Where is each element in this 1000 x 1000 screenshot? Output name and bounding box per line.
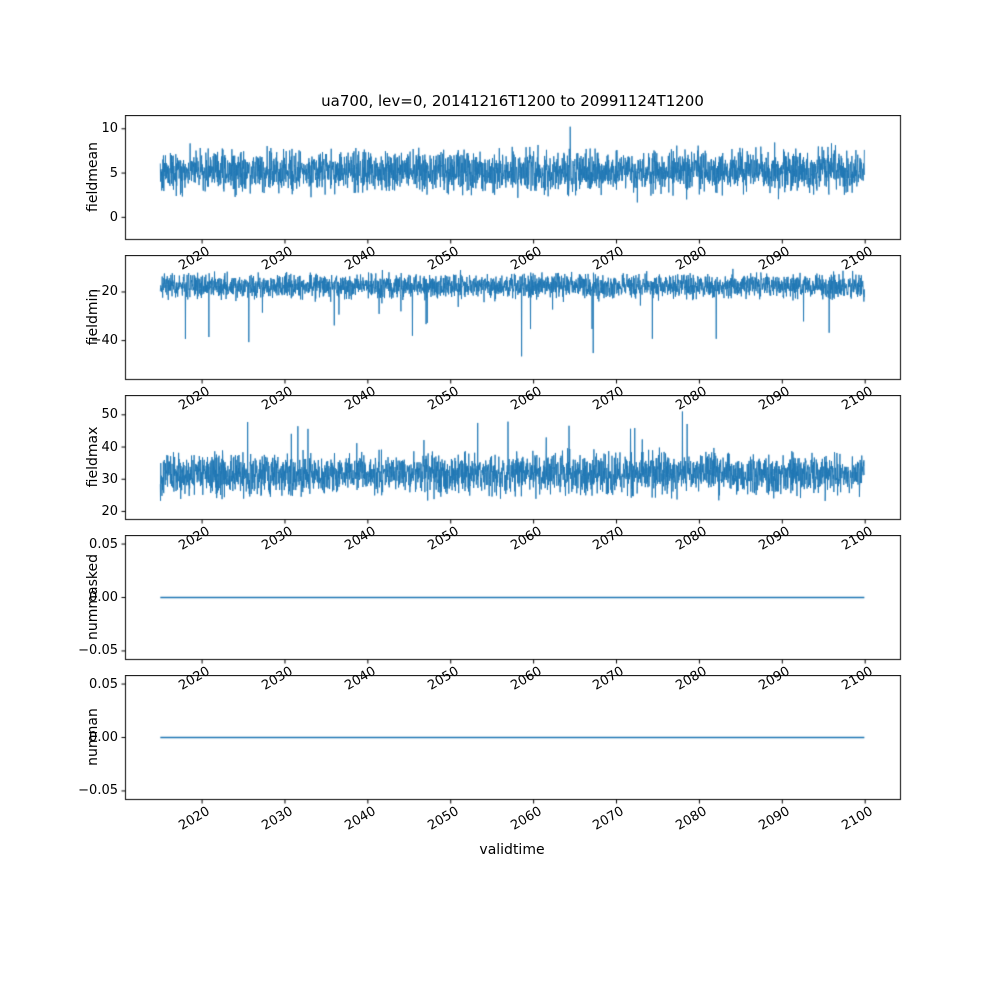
subplot-canvas-numnan (119, 675, 909, 808)
ytick-label: 20 (101, 503, 118, 519)
ytick-label: −20 (90, 284, 118, 300)
ytick-label: 10 (101, 121, 118, 137)
ytick-label: 0.05 (89, 676, 118, 692)
xtick-label: 2060 (507, 804, 545, 834)
ytick-label: 0.05 (89, 536, 118, 552)
ytick-label: 0 (109, 209, 118, 225)
y-axis-label-fieldmax: fieldmax (85, 426, 101, 488)
xtick-label: 2100 (839, 804, 876, 834)
x-axis-label: validtime (479, 842, 545, 858)
xtick-label: 2090 (756, 804, 793, 834)
ytick-label: −0.05 (78, 783, 118, 799)
xtick-label: 2030 (259, 804, 296, 834)
ytick-label: 0.00 (89, 730, 118, 745)
ytick-label: −0.05 (78, 643, 118, 659)
y-axis-label-fieldmean: fieldmean (85, 142, 101, 212)
figure-title: ua700, lev=0, 20141216T1200 to 20991124T… (321, 92, 704, 110)
xtick-label: 2080 (673, 804, 710, 834)
ytick-label: 0.00 (89, 590, 118, 605)
xtick-label: 2020 (176, 804, 213, 834)
xtick-label: 2050 (425, 804, 462, 834)
ytick-label: 30 (101, 471, 118, 487)
ytick-label: 5 (109, 165, 118, 181)
ytick-label: −40 (90, 333, 118, 349)
subplot-canvas-fieldmax (119, 395, 909, 528)
xtick-label: 2040 (342, 804, 379, 834)
ytick-label: 50 (101, 407, 118, 423)
subplot-canvas-fieldmean (119, 115, 909, 248)
ytick-label: 40 (101, 439, 118, 455)
xtick-label: 2070 (590, 804, 628, 834)
subplot-canvas-fieldmin (119, 255, 909, 388)
subplot-canvas-nummasked (119, 535, 909, 668)
